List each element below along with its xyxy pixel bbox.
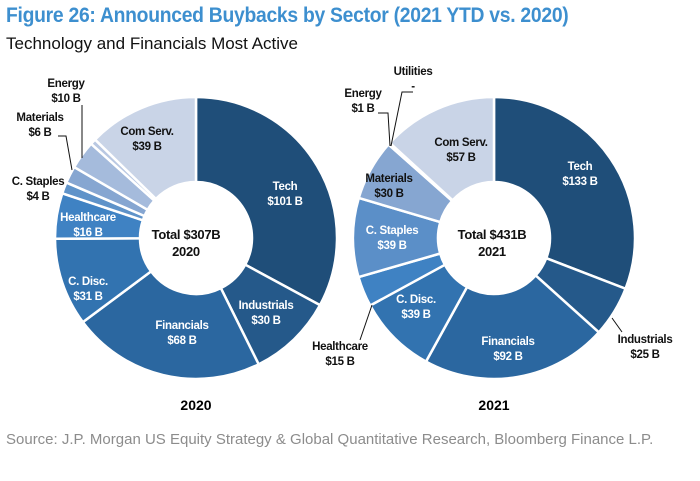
chart-title: Figure 26: Announced Buybacks by Sector …	[6, 4, 569, 27]
slice-financials-2021	[424, 273, 601, 381]
slice-com-serv--2021	[388, 95, 496, 203]
label-comserv-2020: Com Serv. $39 B	[120, 126, 174, 153]
leader-line-materials-2020	[58, 135, 73, 171]
label-industrials-2021: Industrials $25 B	[617, 334, 673, 361]
leader-line-industrials-2021	[611, 317, 623, 333]
label-tech-2021: Tech $133 B	[562, 161, 598, 188]
center-label-2021: Total $431B 2021	[457, 227, 527, 259]
label-energy-2020: Energy $10 B	[47, 78, 85, 105]
label-healthcare-2020: Healthcare $16 B	[60, 212, 116, 239]
label-financials-2021: Financials $92 B	[481, 336, 535, 363]
label-cdisc-2021: C. Disc. $39 B	[396, 294, 436, 321]
leader-line-utilities-2021	[390, 91, 413, 147]
label-cdisc-2020: C. Disc. $31 B	[68, 276, 108, 303]
leader-line-energy-2021	[378, 112, 391, 147]
label-materials-2021: Materials $30 B	[365, 173, 413, 200]
label-energy-2021: Energy $1 B	[344, 88, 382, 115]
slice-tech-2020	[194, 95, 339, 307]
center-label-2020: Total $307B 2020	[151, 227, 221, 259]
label-tech-2020: Tech $101 B	[267, 181, 303, 208]
label-industrials-2020: Industrials $30 B	[238, 300, 294, 327]
label-healthcare-2021: Healthcare $15 B	[312, 341, 368, 368]
slice-tech-2021	[492, 95, 637, 291]
leader-lines	[58, 91, 623, 341]
label-utilities-2021: Utilities -	[393, 66, 433, 93]
slice-financials-2020	[81, 269, 261, 381]
slice-com-serv--2020	[93, 95, 198, 201]
label-cstaples-2021: C. Staples $39 B	[365, 225, 419, 252]
year-label-2021: 2021	[478, 397, 510, 413]
label-cstaples-2020: C. Staples $4 B	[11, 176, 65, 203]
label-comserv-2021: Com Serv. $57 B	[434, 137, 488, 164]
chart-subtitle: Technology and Financials Most Active	[6, 34, 298, 53]
label-materials-2020: Materials $6 B	[16, 112, 64, 139]
leader-line-healthcare-2021	[359, 304, 373, 341]
year-label-2020: 2020	[180, 397, 212, 413]
source-note: Source: J.P. Morgan US Equity Strategy &…	[6, 431, 654, 448]
label-financials-2020: Financials $68 B	[155, 320, 209, 347]
